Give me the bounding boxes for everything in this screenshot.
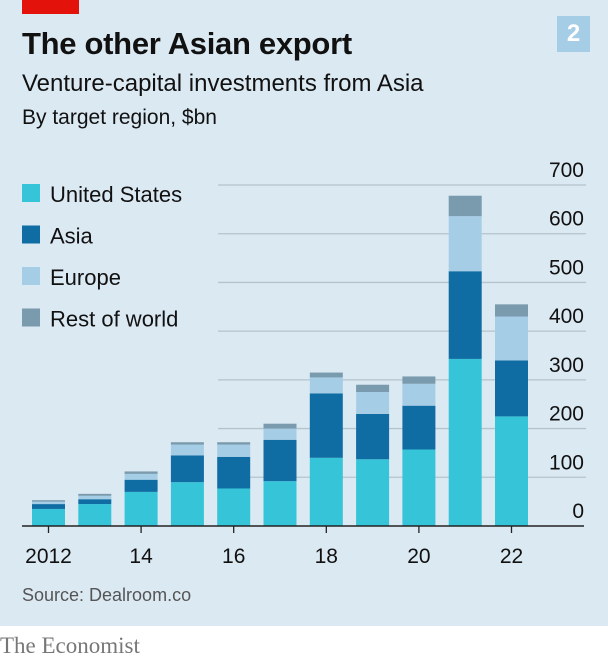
- chart-subtitle: Venture-capital investments from Asia: [22, 70, 424, 97]
- bar-segment: [402, 383, 436, 406]
- y-tick-label: 300: [549, 354, 584, 377]
- bar-segment: [32, 500, 65, 502]
- legend-swatch: [22, 225, 40, 244]
- source-note: Source: Dealroom.co: [22, 585, 192, 605]
- x-tick-label: 20: [407, 545, 430, 568]
- bar-segment: [356, 459, 390, 526]
- bar-segment: [217, 456, 251, 489]
- brand-red-bar: [22, 0, 79, 14]
- bar-segment: [124, 471, 158, 474]
- bar-segment: [495, 304, 528, 317]
- bar-segment: [78, 504, 112, 526]
- legend-label: Europe: [50, 265, 121, 290]
- chart-title: The other Asian export: [22, 26, 352, 61]
- y-tick-label: 400: [549, 305, 584, 328]
- legend-swatch: [22, 267, 40, 285]
- bar-segment: [170, 444, 204, 456]
- brand-logo-text: The Economist: [0, 633, 140, 658]
- stacked-bar-chart: 2012 14 16 18 20 22 0 100 200 300 400 500 600 700 Unit…: [22, 159, 586, 568]
- y-tick-label: 0: [572, 500, 584, 523]
- bar-segment: [356, 384, 390, 393]
- bar-segment: [448, 216, 482, 272]
- bar-segment: [309, 393, 343, 458]
- bar-segment: [170, 455, 204, 483]
- y-tick-label: 200: [549, 403, 584, 426]
- bar-segment: [402, 405, 436, 450]
- bar-segment: [402, 376, 436, 384]
- bar-segment: [78, 493, 112, 496]
- bar-segment: [124, 473, 158, 480]
- bar-segment: [32, 501, 65, 505]
- x-tick-label: 14: [129, 545, 153, 568]
- chart-unit-label: By target region, $bn: [22, 106, 217, 129]
- bar-segment: [263, 481, 297, 526]
- legend-label: United States: [50, 182, 182, 207]
- bar-segment: [448, 358, 482, 526]
- bar-segment: [217, 442, 251, 445]
- bar-segment: [263, 428, 297, 440]
- bar-segment: [448, 195, 482, 217]
- y-tick-label: 700: [549, 159, 584, 182]
- bar-segment: [217, 488, 251, 526]
- bar-segment: [263, 439, 297, 482]
- bar-segment: [32, 504, 65, 509]
- x-tick-label: 16: [222, 545, 245, 568]
- bar-segment: [124, 491, 158, 526]
- bar-segment: [309, 372, 343, 378]
- bar-segment: [356, 392, 390, 414]
- bar-segment: [32, 508, 65, 526]
- legend-label: Rest of world: [50, 307, 178, 332]
- x-tick-label: 2012: [25, 545, 72, 568]
- bar-segment: [309, 377, 343, 394]
- x-tick-label: 22: [500, 545, 523, 568]
- legend-label: Asia: [50, 224, 94, 249]
- bar-segment: [78, 495, 112, 500]
- bar-segment: [170, 442, 204, 445]
- x-tick-label: 18: [315, 545, 338, 568]
- chart-number-badge: 2: [557, 16, 590, 52]
- bar-segment: [217, 444, 251, 457]
- bar-segment: [309, 457, 343, 526]
- bar-segment: [495, 416, 528, 526]
- bar-segment: [170, 482, 204, 526]
- y-tick-label: 100: [549, 451, 584, 474]
- y-tick-label: 500: [549, 256, 584, 279]
- bar-segment: [356, 413, 390, 460]
- bar-segment: [495, 316, 528, 361]
- legend-swatch: [22, 184, 40, 202]
- bar-segment: [124, 479, 158, 492]
- bar-segment: [78, 499, 112, 505]
- bar-segment: [402, 449, 436, 526]
- bar-segment: [448, 271, 482, 359]
- y-tick-label: 600: [549, 208, 584, 231]
- bar-segment: [263, 423, 297, 429]
- legend-swatch: [22, 308, 40, 327]
- bar-segment: [495, 360, 528, 417]
